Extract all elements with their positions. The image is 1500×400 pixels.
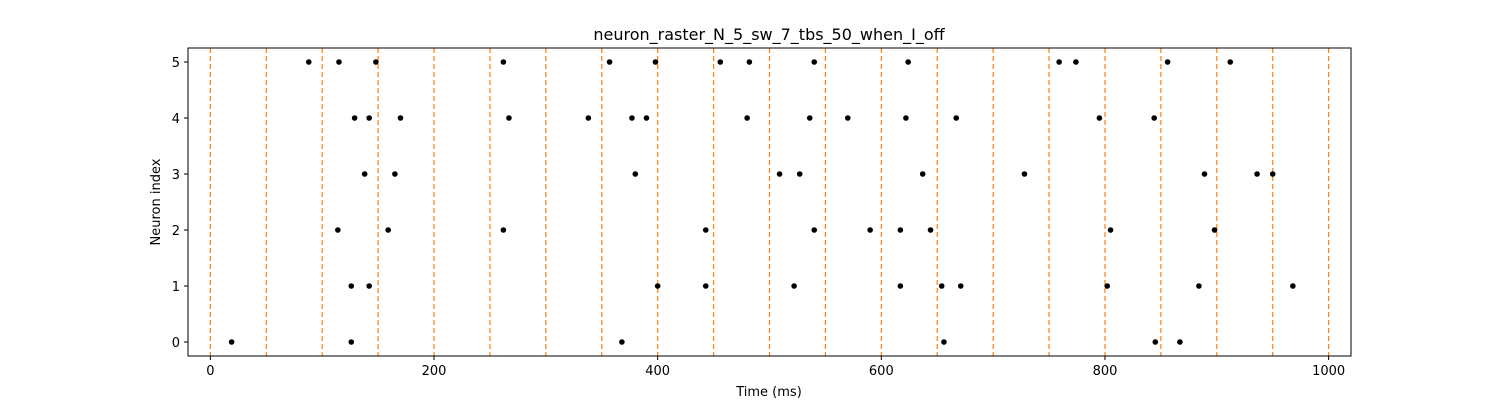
- y-tick-label-3: 3: [172, 168, 180, 183]
- spike-n2-1: [385, 227, 391, 233]
- y-axis-label: Neuron index: [149, 158, 164, 245]
- chart-title: neuron_raster_N_5_sw_7_tbs_50_when_I_off: [593, 25, 945, 45]
- spike-n5-1: [336, 59, 342, 65]
- spike-n0-0: [228, 339, 235, 345]
- spike-n1-8: [1104, 283, 1111, 289]
- spike-n2-2: [500, 227, 507, 233]
- spike-n0-5: [1177, 339, 1183, 345]
- x-tick-label-200: 200: [422, 364, 447, 379]
- spike-n1-1: [366, 283, 372, 289]
- spike-n0-3: [941, 339, 947, 345]
- spike-n1-4: [791, 283, 797, 289]
- spike-n1-0: [348, 283, 355, 289]
- spike-n3-0: [361, 171, 368, 177]
- spike-n5-11: [1073, 59, 1079, 65]
- spike-n3-9: [1269, 171, 1276, 177]
- x-tick-label-1000: 1000: [1312, 364, 1345, 379]
- spike-n2-7: [927, 227, 934, 233]
- x-tick-label-600: 600: [869, 364, 894, 379]
- spike-n5-2: [373, 59, 379, 65]
- spike-n4-12: [1096, 115, 1103, 121]
- spike-n5-13: [1227, 59, 1234, 65]
- spike-n2-0: [335, 227, 341, 233]
- spike-n4-3: [506, 115, 512, 121]
- spike-n1-10: [1290, 283, 1296, 289]
- spike-n2-5: [867, 227, 873, 233]
- spike-n4-6: [643, 115, 650, 121]
- spike-n5-12: [1164, 59, 1171, 65]
- spike-n4-4: [585, 115, 592, 121]
- x-tick-label-400: 400: [645, 364, 670, 379]
- y-tick-label-5: 5: [172, 56, 180, 71]
- y-tick-label-4: 4: [172, 112, 180, 127]
- spike-n3-8: [1254, 171, 1260, 177]
- spike-n4-0: [351, 115, 358, 121]
- spike-n3-1: [392, 171, 398, 177]
- spike-n5-6: [717, 59, 724, 65]
- spike-n1-5: [897, 283, 904, 289]
- spike-n4-7: [744, 115, 750, 121]
- spike-n5-8: [811, 59, 818, 65]
- spike-n4-8: [806, 115, 813, 121]
- spike-n5-3: [500, 59, 507, 65]
- spike-n5-0: [305, 59, 312, 65]
- spike-n5-7: [746, 59, 753, 65]
- spike-n2-3: [702, 227, 709, 233]
- spike-n0-2: [619, 339, 625, 345]
- spike-n0-4: [1152, 339, 1159, 345]
- spike-n1-9: [1196, 283, 1202, 289]
- spike-n1-3: [702, 283, 709, 289]
- spike-n4-9: [844, 115, 851, 121]
- x-axis-ticks: 0 200 400 600 800 1000: [206, 356, 1345, 379]
- spike-n5-10: [1056, 59, 1062, 65]
- spike-n4-13: [1151, 115, 1157, 121]
- spike-n3-6: [1021, 171, 1028, 177]
- y-tick-label-0: 0: [172, 336, 180, 351]
- x-tick-label-800: 800: [1093, 364, 1118, 379]
- spike-n4-10: [903, 115, 909, 121]
- spike-n5-5: [652, 59, 659, 65]
- spike-points: [228, 59, 1296, 345]
- spike-n4-1: [366, 115, 372, 121]
- vertical-guide-lines: [209, 48, 1330, 356]
- plot-frame: [187, 47, 1352, 357]
- spike-n3-2: [632, 171, 639, 177]
- spike-n3-3: [776, 171, 783, 177]
- spike-n4-2: [397, 115, 404, 121]
- spike-n2-8: [1107, 227, 1114, 233]
- spike-n1-2: [654, 283, 661, 289]
- x-tick-label-0: 0: [206, 364, 214, 379]
- spike-n5-4: [606, 59, 613, 65]
- spike-n3-5: [919, 171, 926, 177]
- spike-n2-9: [1211, 227, 1218, 233]
- spike-n4-5: [629, 115, 635, 121]
- y-axis-ticks: 0 1 2 3 4 5: [172, 56, 188, 351]
- spike-n1-6: [938, 283, 945, 289]
- spike-n3-7: [1201, 171, 1208, 177]
- spike-n4-11: [953, 115, 960, 121]
- x-axis-label: Time (ms): [735, 385, 802, 400]
- spike-n2-6: [897, 227, 904, 233]
- y-tick-label-1: 1: [172, 280, 180, 295]
- spike-n0-1: [348, 339, 355, 345]
- spike-n5-9: [905, 59, 911, 65]
- y-tick-label-2: 2: [172, 224, 180, 239]
- spike-n2-4: [811, 227, 818, 233]
- spike-n1-7: [957, 283, 964, 289]
- spike-n3-4: [796, 171, 803, 177]
